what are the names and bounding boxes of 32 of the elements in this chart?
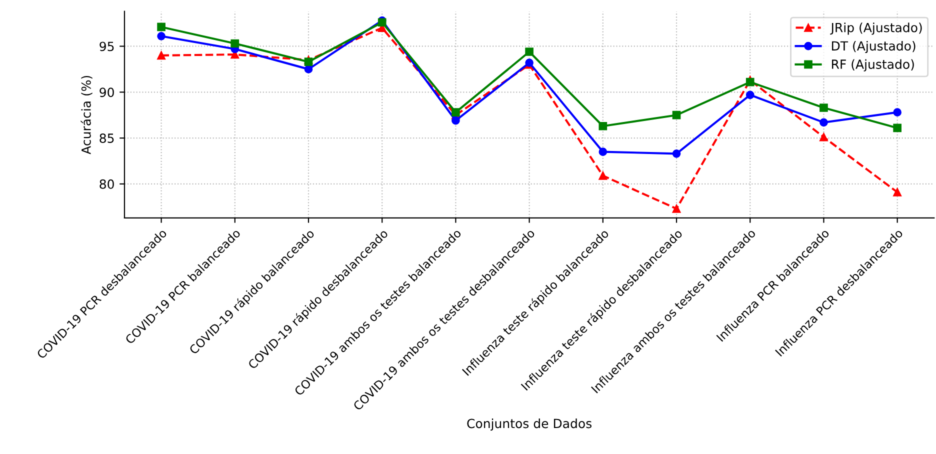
point xyxy=(230,39,240,48)
legend-label: JRip (Ajustado) xyxy=(830,22,922,35)
point xyxy=(598,172,608,180)
y-tick-label: 90 xyxy=(100,88,114,98)
point xyxy=(452,108,460,117)
point xyxy=(893,124,902,132)
point xyxy=(820,104,828,112)
point xyxy=(598,148,608,156)
point xyxy=(157,51,166,60)
point xyxy=(304,58,313,66)
x-axis-title: Conjuntos de Dados xyxy=(467,418,592,431)
point xyxy=(672,204,681,213)
point xyxy=(525,48,534,56)
legend-label: RF (Ajustado) xyxy=(832,59,914,72)
point xyxy=(820,118,828,127)
point xyxy=(304,65,313,74)
point xyxy=(893,188,902,196)
y-tick-label: 80 xyxy=(100,179,114,189)
point xyxy=(672,110,681,120)
point xyxy=(746,78,754,86)
point xyxy=(452,116,460,125)
y-axis-title: Acurácia (%) xyxy=(80,76,92,154)
point xyxy=(746,90,754,100)
point xyxy=(893,108,902,117)
point xyxy=(157,32,166,40)
y-tick-label: 85 xyxy=(100,134,114,143)
point xyxy=(157,22,166,32)
point xyxy=(598,122,608,130)
point xyxy=(672,149,681,158)
y-tick-label: 95 xyxy=(100,42,114,52)
legend-label: DT (Ajustado) xyxy=(832,40,916,54)
point xyxy=(820,132,828,142)
